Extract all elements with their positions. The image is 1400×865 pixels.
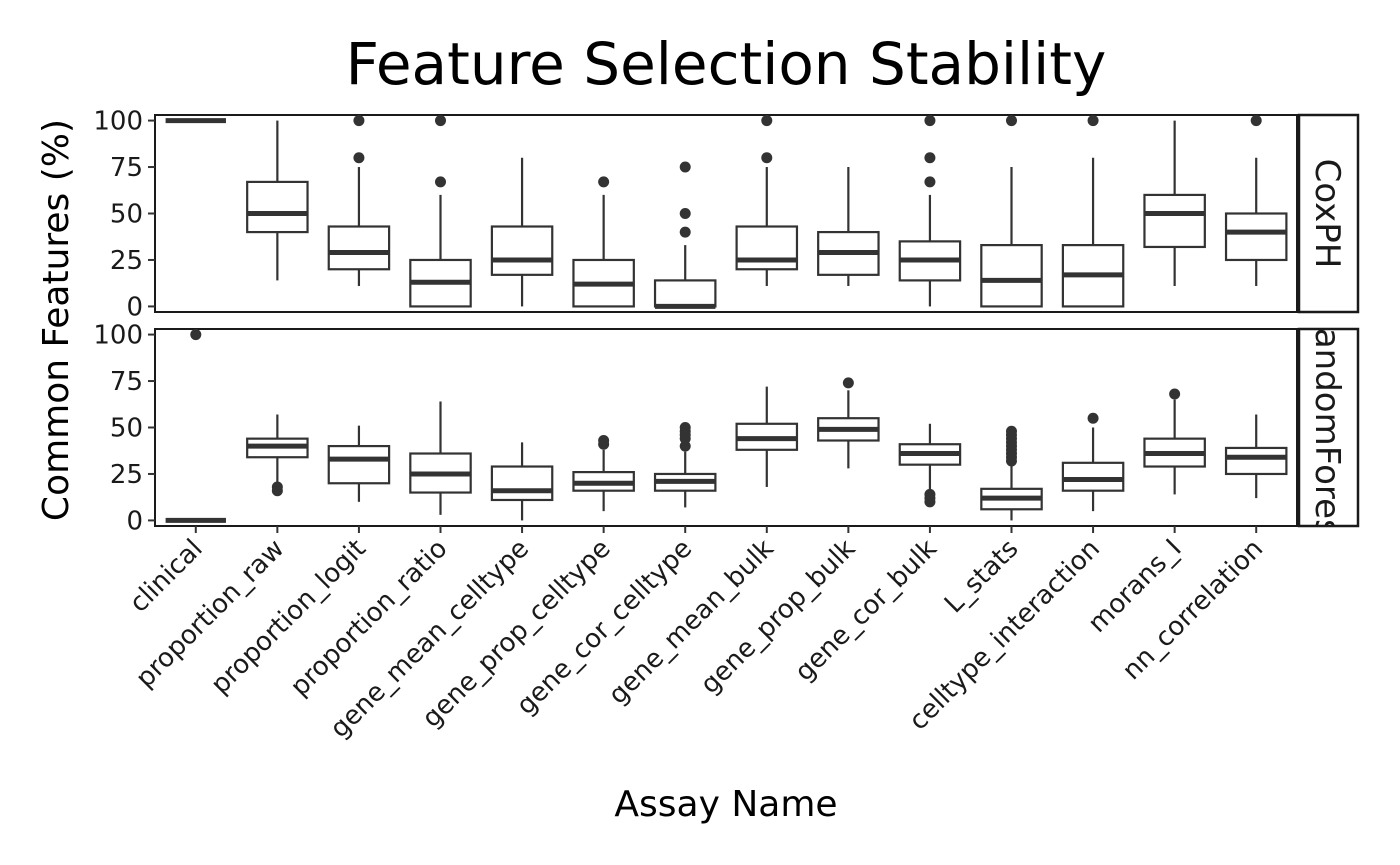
y-tick-label: 75 bbox=[110, 153, 143, 183]
outlier-point bbox=[842, 377, 854, 389]
y-tick-label: 50 bbox=[110, 200, 143, 230]
y-tick-label: 25 bbox=[110, 460, 143, 490]
y-tick-label: 100 bbox=[93, 107, 143, 137]
outlier-point bbox=[761, 152, 773, 164]
x-tick-label: proportion_raw bbox=[130, 534, 290, 694]
outlier-point bbox=[1169, 388, 1181, 400]
box-coxph-proportion_logit bbox=[327, 225, 391, 271]
y-tick-label: 100 bbox=[93, 321, 143, 351]
outlier-point bbox=[679, 208, 691, 219]
outlier-point bbox=[679, 161, 691, 173]
y-tick-label: 75 bbox=[110, 367, 143, 397]
box-randomforest-gene_mean_celltype bbox=[490, 465, 554, 502]
box-randomforest-nn_correlation bbox=[1224, 446, 1288, 476]
outlier-point bbox=[1006, 115, 1017, 127]
panel-frame-coxph bbox=[154, 114, 1298, 313]
y-tick-label: 50 bbox=[110, 414, 143, 444]
outlier-point bbox=[353, 152, 365, 164]
outlier-point bbox=[598, 176, 610, 188]
x-tick-label: gene_prop_bulk bbox=[695, 534, 861, 700]
outlier-point bbox=[435, 115, 446, 127]
x-axis-title: Assay Name bbox=[614, 784, 837, 825]
outlier-point bbox=[679, 226, 691, 238]
strip-label-coxph: CoxPH bbox=[1307, 159, 1347, 269]
box-coxph-L_stats bbox=[980, 243, 1043, 308]
box-randomforest-celltype_interaction bbox=[1061, 461, 1125, 492]
panel-strip-coxph bbox=[1297, 113, 1360, 314]
outlier-point bbox=[271, 481, 283, 493]
y-tick-label: 0 bbox=[126, 506, 143, 536]
outlier-point bbox=[924, 115, 936, 127]
outlier-point bbox=[353, 115, 365, 127]
outlier-point bbox=[761, 115, 773, 127]
outlier-point bbox=[1006, 425, 1017, 437]
outlier-point bbox=[679, 422, 691, 433]
x-tick-label: nn_correlation bbox=[1117, 534, 1269, 686]
outlier-point bbox=[924, 488, 936, 500]
outlier-point bbox=[435, 176, 446, 188]
outlier-point bbox=[1250, 115, 1262, 127]
y-tick-label: 0 bbox=[126, 292, 143, 322]
chart-title: Feature Selection Stability bbox=[346, 30, 1107, 98]
box-coxph-nn_correlation bbox=[1224, 212, 1288, 262]
box-coxph-gene_cor_celltype bbox=[653, 279, 717, 308]
outlier-point bbox=[924, 176, 936, 188]
outlier-point bbox=[598, 435, 610, 447]
y-tick-label: 25 bbox=[110, 246, 143, 276]
strip-label-randomforest: RandomForest bbox=[1307, 305, 1347, 550]
panel-strip-randomforest bbox=[1297, 327, 1360, 528]
box-coxph-morans_I bbox=[1143, 193, 1206, 249]
outlier-point bbox=[1087, 115, 1099, 127]
box-coxph-gene_mean_celltype bbox=[490, 225, 554, 276]
box-coxph-gene_mean_bulk bbox=[735, 225, 799, 271]
box-coxph-proportion_raw bbox=[246, 180, 309, 234]
panel-frame-randomforest bbox=[154, 328, 1298, 527]
y-axis-title: Common Features (%) bbox=[36, 119, 77, 521]
x-tick-label: proportion_logit bbox=[205, 534, 372, 701]
x-tick-label: gene_cor_bulk bbox=[789, 534, 943, 688]
outlier-point bbox=[924, 152, 936, 164]
box-randomforest-proportion_logit bbox=[327, 444, 391, 485]
outlier-point bbox=[1087, 412, 1099, 424]
outlier-point bbox=[190, 329, 202, 341]
